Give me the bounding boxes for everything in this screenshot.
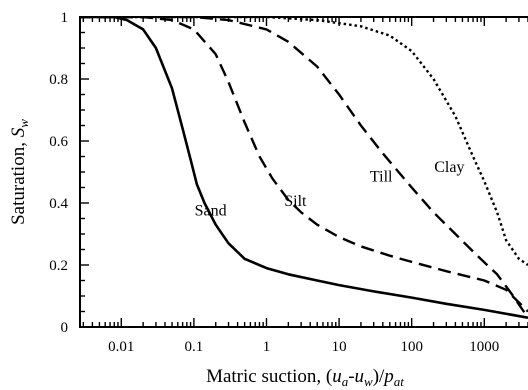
y-tick-label: 1	[61, 10, 69, 26]
y-tick-label: 0.4	[49, 196, 68, 212]
series-line-sand	[80, 17, 528, 319]
x-tick-label: 10	[332, 339, 347, 355]
y-tick-label: 0.8	[49, 72, 68, 88]
series-layer	[80, 17, 528, 319]
series-label-till: Till	[370, 168, 393, 185]
y-tick-label: 0.2	[49, 258, 68, 274]
tick-labels: 0.01 0.1 1 10 100 1000 0 0.2 0.4 0.6 0.8 1	[49, 10, 499, 355]
x-tick-label: 1000	[469, 339, 499, 355]
x-tick-label: 0.1	[185, 339, 204, 355]
x-tick-label: 100	[400, 339, 423, 355]
series-line-till	[80, 17, 528, 319]
series-labels: Sand Silt Till Clay	[195, 159, 465, 219]
y-axis-title: Saturation, Sw	[8, 119, 31, 225]
series-line-clay	[80, 17, 528, 266]
series-label-sand: Sand	[195, 202, 227, 219]
x-axis-title: Matric suction, (ua-uw)/pat	[206, 366, 404, 389]
series-label-silt: Silt	[284, 193, 307, 210]
series-line-silt	[80, 17, 528, 313]
x-tick-label: 1	[263, 339, 271, 355]
y-tick-label: 0	[61, 320, 69, 336]
x-tick-label: 0.01	[108, 339, 134, 355]
axis-ticks	[80, 16, 528, 328]
y-tick-label: 0.6	[49, 134, 68, 150]
series-label-clay: Clay	[434, 159, 464, 176]
